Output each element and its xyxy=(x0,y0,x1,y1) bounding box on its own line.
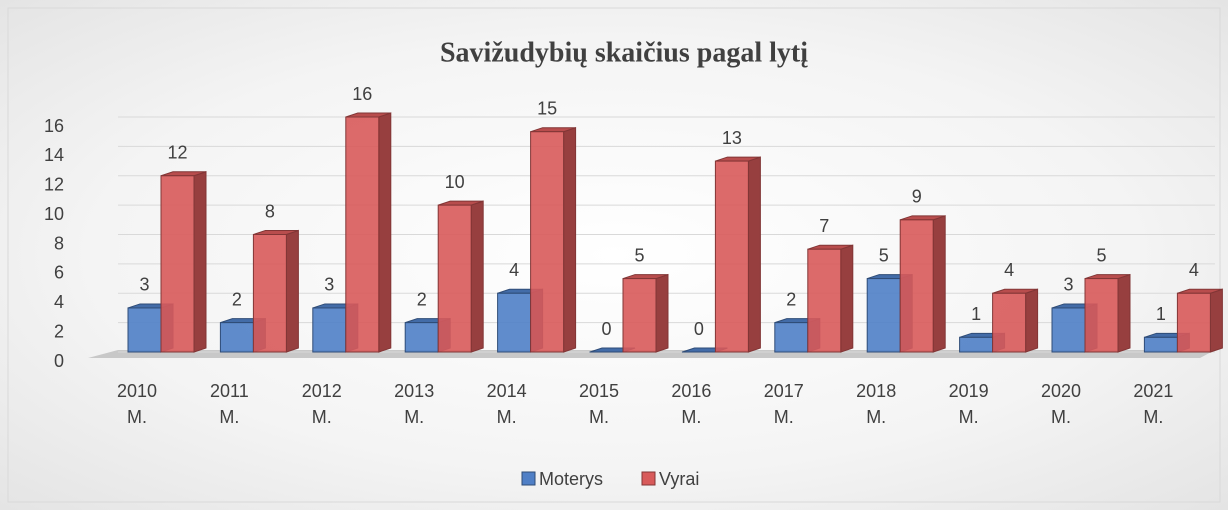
data-label: 2 xyxy=(786,289,796,309)
bar-front xyxy=(312,307,347,353)
bar-side xyxy=(1117,273,1131,353)
data-label: 0 xyxy=(601,319,611,339)
bar-front xyxy=(622,278,657,353)
bar-front xyxy=(497,292,532,353)
legend-swatch xyxy=(641,471,656,486)
x-tick-label: 2019 M. xyxy=(948,381,989,427)
x-tick-label: 2014 M. xyxy=(486,381,527,427)
data-label: 7 xyxy=(819,216,829,236)
bar-side xyxy=(932,215,946,353)
bar xyxy=(622,273,669,353)
data-label: 2 xyxy=(417,289,427,309)
x-tick-label: 2015 M. xyxy=(578,381,620,427)
legend-label: Vyrai xyxy=(659,469,699,489)
bar-side xyxy=(378,112,392,353)
x-tick-label: 2013 M. xyxy=(394,381,435,427)
y-tick-label: 16 xyxy=(44,116,64,136)
data-label: 9 xyxy=(912,187,922,207)
y-tick-label: 14 xyxy=(44,145,64,165)
x-tick-label: 2020 M. xyxy=(1040,381,1082,427)
y-tick-label: 2 xyxy=(54,321,64,341)
bar-front xyxy=(807,248,842,353)
bar-front xyxy=(959,336,994,353)
data-label: 4 xyxy=(1189,260,1199,280)
bar-front xyxy=(437,204,472,353)
bar-side xyxy=(563,126,577,353)
bar xyxy=(899,215,946,353)
data-label: 3 xyxy=(1063,275,1073,295)
bar-front xyxy=(1051,307,1086,353)
data-label: 2 xyxy=(232,289,242,309)
bar xyxy=(345,112,392,353)
bar xyxy=(1084,273,1131,353)
data-label: 3 xyxy=(139,275,149,295)
data-label: 16 xyxy=(352,84,372,104)
bar-front xyxy=(1143,336,1178,353)
data-label: 3 xyxy=(324,275,334,295)
data-label: 13 xyxy=(722,128,742,148)
bar-front xyxy=(252,234,287,353)
bar-front xyxy=(219,322,254,353)
x-tick-label: 2012 M. xyxy=(301,381,342,427)
bar-front xyxy=(714,160,749,353)
bar-front xyxy=(404,322,439,353)
bar-front xyxy=(1084,278,1119,353)
bar xyxy=(160,171,207,353)
y-tick-label: 6 xyxy=(54,263,64,283)
x-tick-label: 2011 M. xyxy=(210,381,249,427)
bar-side xyxy=(655,273,669,353)
bar-side xyxy=(193,171,207,353)
chart-border xyxy=(7,7,1221,503)
data-label: 4 xyxy=(509,260,519,280)
data-label: 1 xyxy=(1156,304,1166,324)
x-tick-label: 2017 M. xyxy=(763,381,804,427)
x-tick-label: 2016 M. xyxy=(671,381,712,427)
y-tick-label: 10 xyxy=(44,204,64,224)
x-tick-label: 2021 M. xyxy=(1133,381,1174,427)
data-label: 4 xyxy=(1004,260,1014,280)
bar-front xyxy=(866,278,901,353)
bar xyxy=(437,200,484,353)
bar-front xyxy=(1176,292,1211,353)
bar-front xyxy=(127,307,162,353)
bar xyxy=(1176,288,1223,353)
bar-side xyxy=(1025,288,1039,353)
data-label: 15 xyxy=(537,98,557,118)
y-tick-label: 8 xyxy=(54,233,64,253)
data-label: 12 xyxy=(167,143,187,163)
bar-side xyxy=(470,200,484,353)
data-label: 0 xyxy=(694,319,704,339)
y-tick-label: 12 xyxy=(44,175,64,195)
legend-label: Moterys xyxy=(539,469,603,489)
data-label: 5 xyxy=(1096,245,1106,265)
bar xyxy=(807,244,854,353)
bar-front xyxy=(530,131,565,353)
bar-side xyxy=(747,156,761,353)
x-tick-label: 2018 M. xyxy=(856,381,897,427)
bar xyxy=(252,229,299,353)
data-label: 5 xyxy=(634,245,644,265)
y-tick-label: 0 xyxy=(54,351,64,371)
y-tick-label: 4 xyxy=(54,292,64,312)
data-label: 10 xyxy=(445,172,465,192)
bar-side xyxy=(840,244,854,353)
data-label: 5 xyxy=(879,245,889,265)
bar-front xyxy=(992,292,1027,353)
bar-front xyxy=(774,322,809,353)
bar-front xyxy=(160,175,195,353)
bar xyxy=(992,288,1039,353)
data-label: 8 xyxy=(265,201,275,221)
bar-front xyxy=(899,219,934,353)
bar xyxy=(530,126,577,353)
data-label: 1 xyxy=(971,304,981,324)
bar-side xyxy=(1209,288,1223,353)
bar-front xyxy=(345,116,380,353)
bar-side xyxy=(285,229,299,353)
bar xyxy=(714,156,761,353)
legend-swatch xyxy=(521,471,536,486)
x-tick-label: 2010 M. xyxy=(116,381,158,427)
chart-title: Savižudybių skaičius pagal lytį xyxy=(440,37,808,68)
